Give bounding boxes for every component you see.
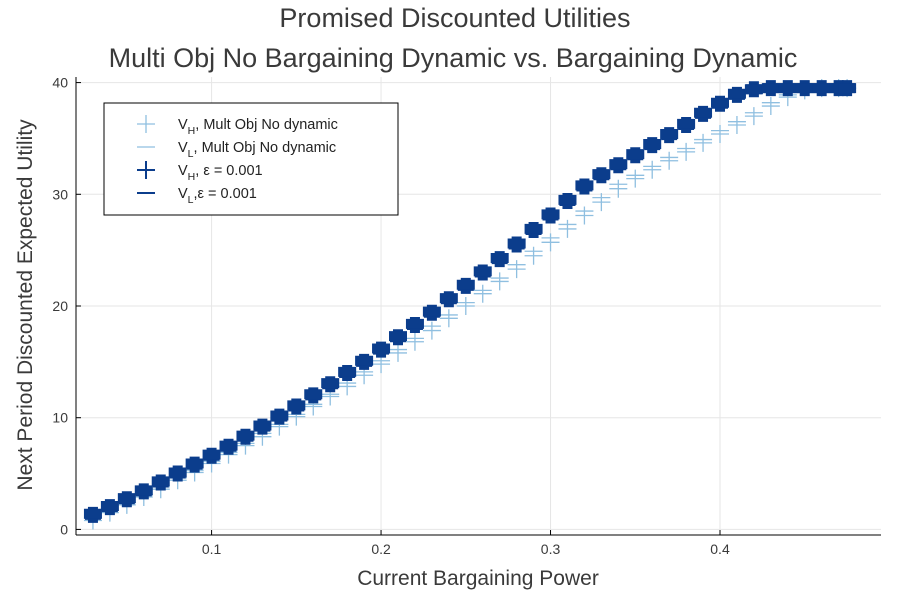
y-tick-label: 10 [52,410,68,426]
data-point [711,124,729,143]
x-tick-label: 0.4 [710,541,730,557]
data-point [727,116,746,135]
axes: 0.1 0.2 0.3 0.4 0 10 20 30 40 [52,75,881,557]
x-tick-label: 0.1 [202,541,222,557]
data-point [372,355,391,374]
data-point [575,206,594,225]
data-point [592,193,611,212]
data-point [490,272,509,291]
y-tick-label: 20 [52,298,68,314]
data-point [677,142,696,161]
data-point [524,246,543,265]
data-point [609,179,628,198]
y-tick-label: 40 [52,75,68,91]
legend-entry-3: VH, ε = 0.001 [137,161,263,183]
legend-marker [137,115,155,133]
x-tick-label: 0.3 [541,541,561,557]
data-point [643,160,662,179]
series-4 [83,83,857,519]
data-layer [83,79,857,530]
legend-entry-1: VH, Mult Obj No dynamic [137,115,338,137]
legend-entry-4: VL,ε = 0.001 [137,186,257,206]
legend-label: VH, ε = 0.001 [178,163,263,183]
data-point [389,343,407,362]
y-axis-label: Next Period Discounted Expected Utility [14,119,37,491]
chart-title-line-1: Promised Discounted Utilities [279,3,630,33]
data-point [473,284,492,303]
data-point [744,107,763,126]
data-point [541,233,560,252]
data-point [558,219,577,238]
data-point [456,297,475,315]
y-tick-label: 0 [60,521,68,537]
legend-label: VH, Mult Obj No dynamic [178,117,338,137]
legend-label: VL, Mult Obj No dynamic [178,140,336,160]
data-point [626,169,645,188]
legend: VH, Mult Obj No dynamic VL, Mult Obj No d… [103,102,399,216]
legend-box [103,102,399,216]
data-point [660,151,679,170]
legend-label: VL,ε = 0.001 [178,186,257,206]
legend-marker [137,161,155,179]
data-point [694,133,713,152]
y-tick-label: 30 [52,186,68,202]
data-point [405,332,424,351]
x-axis-label: Current Bargaining Power [357,567,599,590]
data-point [422,321,441,340]
chart-title-line-2: Multi Obj No Bargaining Dynamic vs. Barg… [109,43,798,73]
x-tick-label: 0.2 [371,541,391,557]
data-point [507,260,526,279]
data-point [439,309,458,328]
legend-entry-2: VL, Mult Obj No dynamic [137,140,336,160]
data-point [761,97,780,116]
